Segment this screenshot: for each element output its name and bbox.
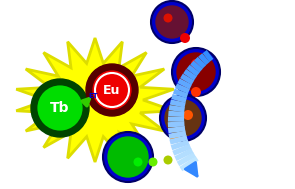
Circle shape <box>160 95 206 141</box>
Circle shape <box>134 157 142 167</box>
Circle shape <box>108 137 148 177</box>
Circle shape <box>170 133 180 143</box>
Text: ET: ET <box>88 93 98 99</box>
Circle shape <box>191 59 201 69</box>
Circle shape <box>148 157 158 167</box>
Circle shape <box>31 79 89 137</box>
Circle shape <box>172 48 220 96</box>
Circle shape <box>177 53 215 91</box>
Circle shape <box>163 156 173 164</box>
Circle shape <box>165 100 201 136</box>
Circle shape <box>36 84 84 132</box>
Polygon shape <box>16 38 174 162</box>
Circle shape <box>163 13 173 22</box>
Circle shape <box>180 33 190 43</box>
Circle shape <box>183 110 193 120</box>
Circle shape <box>86 64 138 116</box>
Circle shape <box>91 69 133 111</box>
Text: Tb: Tb <box>50 101 70 115</box>
Circle shape <box>103 132 153 182</box>
Circle shape <box>191 87 201 97</box>
Circle shape <box>156 6 188 38</box>
Text: Eu: Eu <box>103 84 121 97</box>
Circle shape <box>151 1 193 43</box>
